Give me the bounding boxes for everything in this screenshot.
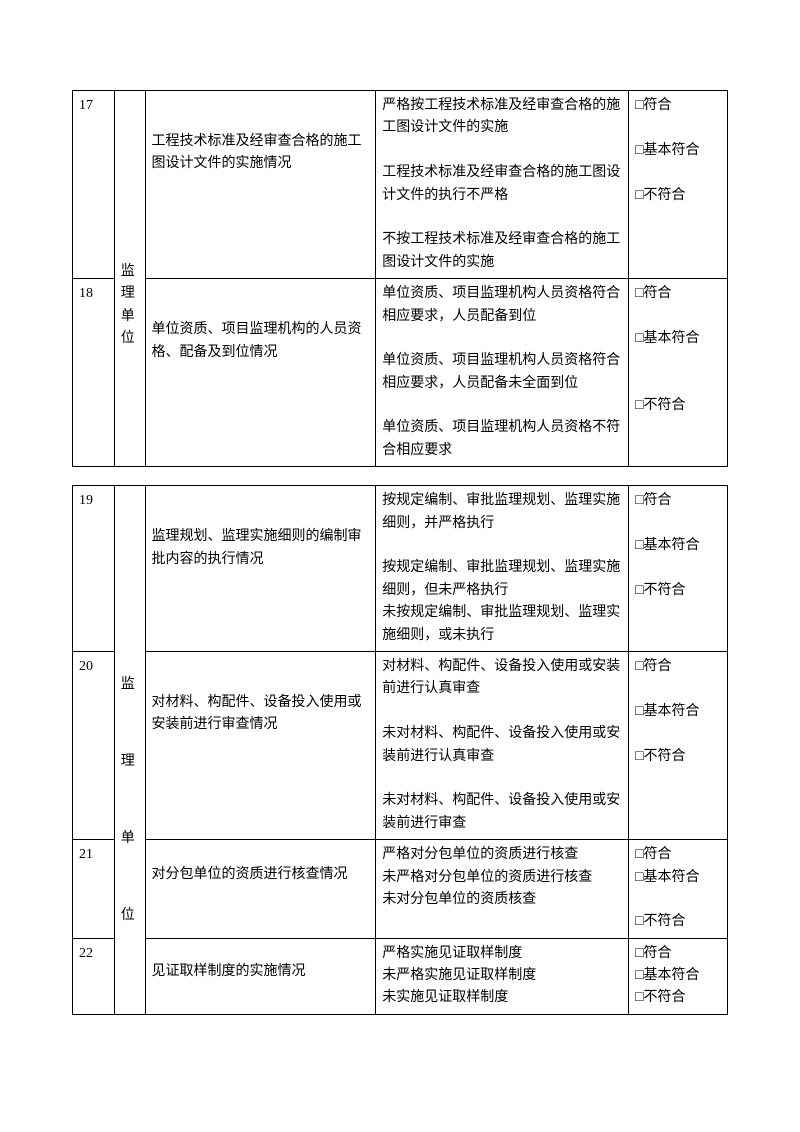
page: 17 监 理 单 位 工程技术标准及经审查合格的施工图设计文件的实施情况 严格按…: [0, 0, 800, 1075]
table-row: 20 对材料、构配件、设备投入使用或安装前进行审查情况 对材料、构配件、设备投入…: [73, 651, 728, 839]
cell-item: 对材料、构配件、设备投入使用或安装前进行审查情况: [145, 651, 376, 839]
cat-char: 单: [121, 800, 139, 877]
desc-text: 按规定编制、审批监理规划、监理实施细则，并严格执行 按规定编制、审批监理规划、监…: [382, 493, 620, 642]
cell-item: 工程技术标准及经审查合格的施工图设计文件的实施情况: [145, 91, 376, 279]
option-a[interactable]: □符合: [635, 656, 721, 678]
cell-options: □符合 □基本符合 □不符合: [629, 840, 728, 939]
cell-num: 18: [73, 279, 115, 467]
num-text: 17: [79, 98, 93, 113]
table-row: 21 对分包单位的资质进行核查情况 严格对分包单位的资质进行核查 未严格对分包单…: [73, 840, 728, 939]
cell-desc: 单位资质、项目监理机构人员资格符合相应要求，人员配备到位 单位资质、项目监理机构…: [376, 279, 629, 467]
num-text: 19: [79, 493, 93, 508]
cell-num: 20: [73, 651, 115, 839]
cell-options: □符合 □基本符合 □不符合: [629, 938, 728, 1014]
option-c[interactable]: □不符合: [635, 580, 721, 602]
item-text: 见证取样制度的实施情况: [152, 943, 370, 983]
option-c[interactable]: □不符合: [635, 911, 721, 933]
desc-text: 严格按工程技术标准及经审查合格的施工图设计文件的实施 工程技术标准及经审查合格的…: [382, 98, 620, 270]
option-c[interactable]: □不符合: [635, 395, 721, 417]
cell-num: 19: [73, 486, 115, 652]
desc-text: 对材料、构配件、设备投入使用或安装前进行认真审查 未对材料、构配件、设备投入使用…: [382, 659, 620, 831]
num-text: 18: [79, 286, 93, 301]
option-b[interactable]: □基本符合: [635, 535, 721, 557]
option-a[interactable]: □符合: [635, 490, 721, 512]
num-text: 21: [79, 847, 93, 862]
cell-num: 21: [73, 840, 115, 939]
option-c[interactable]: □不符合: [635, 185, 721, 207]
item-text: 工程技术标准及经审查合格的施工图设计文件的实施情况: [152, 95, 370, 176]
option-b[interactable]: □基本符合: [635, 701, 721, 723]
table-row: 19 监 理 单 位 监理规划、监理实施细则的编制审批内容的执行情况 按规定编制…: [73, 486, 728, 652]
option-b[interactable]: □基本符合: [635, 965, 721, 987]
cell-desc: 严格对分包单位的资质进行核查 未严格对分包单位的资质进行核查 未对分包单位的资质…: [376, 840, 629, 939]
cell-item: 对分包单位的资质进行核查情况: [145, 840, 376, 939]
table-row: 17 监 理 单 位 工程技术标准及经审查合格的施工图设计文件的实施情况 严格按…: [73, 91, 728, 279]
option-b[interactable]: □基本符合: [635, 140, 721, 162]
cell-num: 22: [73, 938, 115, 1014]
option-a[interactable]: □符合: [635, 943, 721, 965]
item-text: 监理规划、监理实施细则的编制审批内容的执行情况: [152, 490, 370, 571]
cell-num: 17: [73, 91, 115, 279]
desc-text: 严格实施见证取样制度 未严格实施见证取样制度 未实施见证取样制度: [382, 946, 536, 1006]
cat-char: 监: [121, 261, 139, 283]
cat-char: 理: [121, 723, 139, 800]
cat-char: 位: [121, 328, 139, 350]
num-text: 22: [79, 946, 93, 961]
cell-category: 监 理 单 位: [114, 91, 145, 467]
cell-desc: 严格实施见证取样制度 未严格实施见证取样制度 未实施见证取样制度: [376, 938, 629, 1014]
cell-options: □符合 □基本符合 □不符合: [629, 91, 728, 279]
cell-options: □符合 □基本符合 □不符合: [629, 486, 728, 652]
item-text: 单位资质、项目监理机构的人员资格、配备及到位情况: [152, 283, 370, 364]
cell-options: □符合 □基本符合 □不符合: [629, 651, 728, 839]
item-text: 对材料、构配件、设备投入使用或安装前进行审查情况: [152, 656, 370, 737]
table-row: 22 见证取样制度的实施情况 严格实施见证取样制度 未严格实施见证取样制度 未实…: [73, 938, 728, 1014]
cell-category: 监 理 单 位: [114, 486, 145, 1015]
cat-char: 理: [121, 283, 139, 305]
desc-text: 严格对分包单位的资质进行核查 未严格对分包单位的资质进行核查 未对分包单位的资质…: [382, 847, 592, 907]
cell-item: 监理规划、监理实施细则的编制审批内容的执行情况: [145, 486, 376, 652]
cell-desc: 严格按工程技术标准及经审查合格的施工图设计文件的实施 工程技术标准及经审查合格的…: [376, 91, 629, 279]
option-c[interactable]: □不符合: [635, 987, 721, 1009]
cell-options: □符合 □基本符合 □不符合: [629, 279, 728, 467]
option-c[interactable]: □不符合: [635, 746, 721, 768]
option-b[interactable]: □基本符合: [635, 867, 721, 889]
table-2: 19 监 理 单 位 监理规划、监理实施细则的编制审批内容的执行情况 按规定编制…: [72, 485, 728, 1015]
table-1: 17 监 理 单 位 工程技术标准及经审查合格的施工图设计文件的实施情况 严格按…: [72, 90, 728, 467]
cat-char: 单: [121, 306, 139, 328]
num-text: 20: [79, 659, 93, 674]
cell-desc: 按规定编制、审批监理规划、监理实施细则，并严格执行 按规定编制、审批监理规划、监…: [376, 486, 629, 652]
item-text: 对分包单位的资质进行核查情况: [152, 844, 370, 886]
cell-item: 见证取样制度的实施情况: [145, 938, 376, 1014]
cat-char: 监: [121, 646, 139, 723]
desc-text: 单位资质、项目监理机构人员资格符合相应要求，人员配备到位 单位资质、项目监理机构…: [382, 286, 620, 458]
cell-item: 单位资质、项目监理机构的人员资格、配备及到位情况: [145, 279, 376, 467]
option-a[interactable]: □符合: [635, 844, 721, 866]
table-row: 18 单位资质、项目监理机构的人员资格、配备及到位情况 单位资质、项目监理机构人…: [73, 279, 728, 467]
cell-desc: 对材料、构配件、设备投入使用或安装前进行认真审查 未对材料、构配件、设备投入使用…: [376, 651, 629, 839]
cat-char: 位: [121, 877, 139, 954]
option-a[interactable]: □符合: [635, 95, 721, 117]
option-b[interactable]: □基本符合: [635, 328, 721, 350]
option-a[interactable]: □符合: [635, 283, 721, 305]
